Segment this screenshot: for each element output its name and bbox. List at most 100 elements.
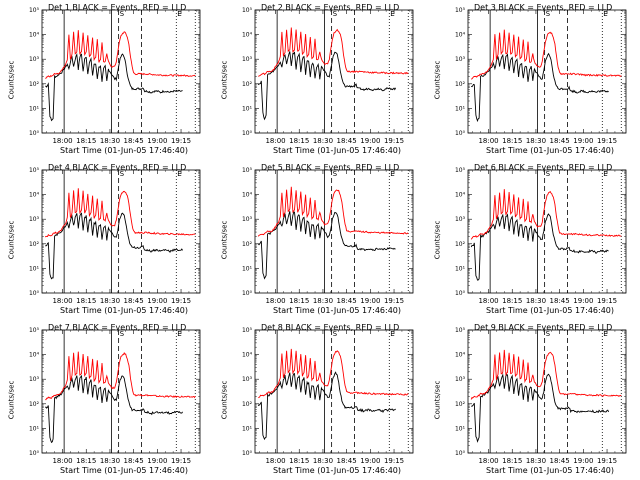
panel-title: Det 2 BLACK = Events, RED = LLD: [261, 3, 400, 12]
lld-series-line: [258, 348, 409, 399]
lld-series-line: [45, 351, 196, 401]
time-marker-label: E: [603, 170, 607, 178]
x-tick-label: 18:45: [337, 457, 357, 465]
x-tick-label: 18:15: [76, 457, 96, 465]
y-tick-label: 10⁵: [242, 327, 253, 334]
lld-series-line: [45, 30, 196, 79]
x-tick-label: 19:15: [597, 457, 617, 465]
x-tick-label: 18:30: [100, 137, 120, 145]
y-tick-label: 10¹: [29, 105, 40, 112]
y-tick-label: 10¹: [455, 425, 466, 432]
x-tick-label: 19:15: [171, 457, 191, 465]
x-tick-label: 18:45: [550, 137, 570, 145]
x-axis-label: Start Time (01-Jun-05 17:46:40): [60, 146, 188, 155]
x-tick-label: 19:15: [171, 137, 191, 145]
x-tick-label: 18:00: [265, 457, 285, 465]
y-tick-label: 10⁴: [455, 32, 466, 39]
detector-panel: 10⁰ 10¹ 10² 10³ 10⁴ 10⁵ 18:00 18:15 18:30 18:45 19…: [0, 160, 213, 320]
y-tick-label: 10⁴: [242, 352, 253, 359]
x-tick-label: 18:45: [550, 297, 570, 305]
panel-title: Det 1 BLACK = Events, RED = LLD: [48, 3, 187, 12]
y-tick-label: 10³: [29, 376, 40, 383]
x-tick-label: 18:15: [502, 457, 522, 465]
y-tick-label: 10²: [29, 241, 40, 248]
y-tick-label: 10¹: [242, 105, 253, 112]
time-marker-label: E: [390, 330, 394, 338]
time-marker-label: E: [390, 10, 394, 18]
y-axis-label: Counts/sec: [7, 60, 16, 100]
y-tick-label: 10²: [29, 401, 40, 408]
x-tick-label: 18:00: [265, 137, 285, 145]
x-tick-label: 19:15: [384, 297, 404, 305]
x-tick-label: 19:15: [597, 297, 617, 305]
x-tick-label: 18:30: [313, 457, 333, 465]
time-marker-label: S: [120, 330, 125, 338]
y-tick-label: 10³: [455, 216, 466, 223]
plot-frame: [254, 169, 414, 294]
y-axis-label: Counts/sec: [433, 60, 442, 100]
time-marker-label: S: [333, 330, 338, 338]
y-tick-label: 10⁵: [455, 327, 466, 334]
x-tick-label: 18:30: [100, 457, 120, 465]
y-tick-label: 10¹: [242, 265, 253, 272]
x-tick-label: 19:00: [360, 297, 380, 305]
panel-title: Det 5 BLACK = Events, RED = LLD: [261, 163, 400, 172]
y-tick-label: 10²: [455, 241, 466, 248]
panel-title: Det 3 BLACK = Events, RED = LLD: [474, 3, 613, 12]
x-tick-label: 18:15: [76, 297, 96, 305]
y-tick-label: 10²: [242, 241, 253, 248]
x-tick-label: 19:00: [573, 137, 593, 145]
x-tick-label: 19:15: [171, 297, 191, 305]
time-marker-label: S: [120, 10, 125, 18]
events-series-line: [470, 52, 609, 123]
detector-panel: 10⁰ 10¹ 10² 10³ 10⁴ 10⁵ 18:00 18:15 18:30 18:45 19…: [213, 160, 426, 320]
y-tick-label: 10²: [29, 81, 40, 88]
y-axis-label: Counts/sec: [7, 380, 16, 420]
events-series-line: [45, 212, 183, 280]
x-tick-label: 18:15: [76, 137, 96, 145]
x-tick-label: 18:30: [313, 297, 333, 305]
x-tick-label: 18:15: [502, 297, 522, 305]
y-tick-label: 10³: [242, 56, 253, 63]
events-series-line: [257, 211, 396, 280]
x-tick-label: 19:00: [573, 457, 593, 465]
y-tick-label: 10⁰: [242, 450, 253, 457]
x-tick-label: 18:00: [265, 297, 285, 305]
y-tick-label: 10⁰: [455, 450, 466, 457]
y-tick-label: 10⁰: [455, 130, 466, 137]
x-tick-label: 18:00: [478, 297, 498, 305]
time-marker-label: S: [120, 170, 125, 178]
x-tick-label: 18:30: [313, 137, 333, 145]
x-tick-label: 18:15: [502, 137, 522, 145]
y-tick-label: 10⁴: [455, 352, 466, 359]
lld-series-line: [257, 186, 409, 237]
x-tick-label: 18:15: [289, 297, 309, 305]
x-tick-label: 18:45: [550, 457, 570, 465]
y-axis-label: Counts/sec: [220, 220, 229, 260]
lld-series-line: [258, 27, 409, 77]
lld-series-line: [470, 349, 622, 400]
plot-frame: [467, 169, 627, 294]
y-axis-label: Counts/sec: [7, 220, 16, 260]
y-tick-label: 10²: [455, 81, 466, 88]
panel-title: Det 7 BLACK = Events, RED = LLD: [48, 323, 187, 332]
x-axis-label: Start Time (01-Jun-05 17:46:40): [273, 466, 401, 475]
x-tick-label: 18:00: [52, 457, 72, 465]
time-marker-label: S: [546, 10, 551, 18]
y-tick-label: 10³: [242, 376, 253, 383]
time-marker-label: E: [177, 170, 181, 178]
y-tick-label: 10⁵: [455, 7, 466, 14]
y-tick-label: 10⁴: [455, 192, 466, 199]
plot-frame: [254, 9, 414, 134]
y-tick-label: 10³: [29, 216, 40, 223]
x-axis-label: Start Time (01-Jun-05 17:46:40): [486, 146, 614, 155]
lld-series-line: [44, 188, 196, 238]
plot-frame: [467, 329, 627, 454]
panel-title: Det 8 BLACK = Events, RED = LLD: [261, 323, 400, 332]
detector-panel: 10⁰ 10¹ 10² 10³ 10⁴ 10⁵ 18:00 18:15 18:30 18:45 19…: [426, 160, 639, 320]
